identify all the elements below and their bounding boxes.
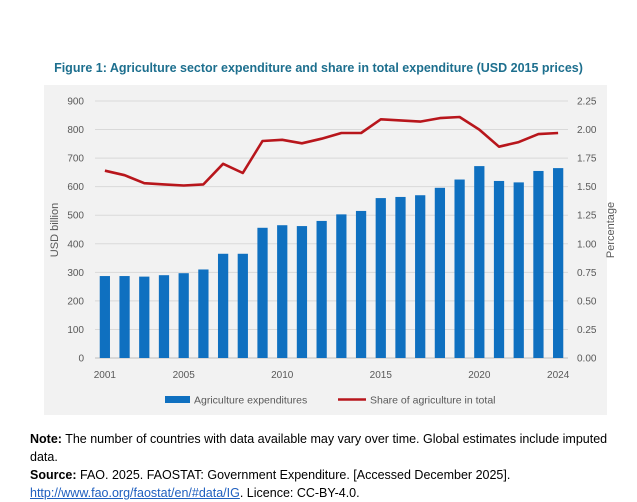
bar <box>355 210 367 358</box>
bar <box>474 166 485 358</box>
bar <box>158 275 170 358</box>
y-right-tick-label: 2.25 <box>577 97 597 108</box>
y-right-tick-label: 1.25 <box>577 211 597 222</box>
y-right-tick-label: 1.00 <box>577 239 597 250</box>
x-tick-label: 2010 <box>271 370 294 381</box>
y-right-tick-label: 0.50 <box>577 296 597 307</box>
bar <box>198 269 209 358</box>
y-left-tick-label: 900 <box>67 97 84 108</box>
bar <box>237 253 248 358</box>
bar <box>296 226 308 358</box>
legend-swatch-bars <box>165 396 190 403</box>
x-tick-label: 2015 <box>370 370 393 381</box>
bar <box>99 276 110 358</box>
bar <box>139 276 150 358</box>
y-right-tick-label: 1.50 <box>577 182 597 193</box>
bar <box>375 198 386 358</box>
bar <box>454 179 465 358</box>
y-left-tick-label: 0 <box>78 354 84 365</box>
source-label: Source: <box>30 468 77 482</box>
bar <box>336 214 347 358</box>
bar <box>257 227 268 358</box>
bar <box>119 276 130 358</box>
x-tick-label: 2001 <box>94 370 117 381</box>
y-right-tick-label: 0.00 <box>577 354 597 365</box>
y-left-tick-label: 200 <box>67 296 84 307</box>
y-left-tick-label: 400 <box>67 239 84 250</box>
legend-label-line: Share of agriculture in total <box>370 395 496 407</box>
y-left-tick-label: 100 <box>67 325 84 336</box>
y-left-tick-label: 700 <box>67 154 84 165</box>
bar <box>415 195 426 358</box>
bar <box>553 168 564 358</box>
source-text: FAO. 2025. FAOSTAT: Government Expenditu… <box>76 468 511 482</box>
y-left-tick-label: 800 <box>67 125 84 136</box>
y-right-tick-label: 0.25 <box>577 325 597 336</box>
note-label: Note: <box>30 432 62 446</box>
chart: 0 0.00 100 0.25 200 0.50 300 0.75 400 1.00 500 1.25… <box>49 97 617 407</box>
source-link[interactable]: http://www.fao.org/faostat/en/#data/IG <box>30 486 240 500</box>
x-tick-label: 2020 <box>468 370 491 381</box>
y-right-axis-title: Percentage <box>605 202 617 258</box>
share-line <box>104 115 559 187</box>
note-block: Note: The number of countries with data … <box>30 430 637 502</box>
bar <box>493 180 505 358</box>
bar <box>513 182 524 358</box>
bar <box>533 170 544 358</box>
legend-label-bars: Agriculture expenditures <box>194 395 307 407</box>
bar <box>395 196 406 358</box>
figure-title: Figure 1: Agriculture sector expenditure… <box>54 61 583 75</box>
y-right-tick-label: 2.00 <box>577 125 597 136</box>
bar <box>217 253 229 358</box>
y-left-tick-label: 500 <box>67 211 84 222</box>
x-tick-label: 2005 <box>173 370 196 381</box>
y-right-tick-label: 1.75 <box>577 154 597 165</box>
x-tick-label: 2024 <box>547 370 570 381</box>
y-left-tick-label: 300 <box>67 268 84 279</box>
bar <box>316 220 327 358</box>
bar <box>277 225 288 358</box>
y-right-tick-label: 0.75 <box>577 268 597 279</box>
licence-text: . Licence: CC-BY-4.0. <box>239 486 360 500</box>
y-left-axis-title: USD billion <box>49 203 61 257</box>
note-text: The number of countries with data availa… <box>30 432 608 464</box>
bar <box>434 187 446 358</box>
bar <box>178 273 189 358</box>
y-left-tick-label: 600 <box>67 182 84 193</box>
